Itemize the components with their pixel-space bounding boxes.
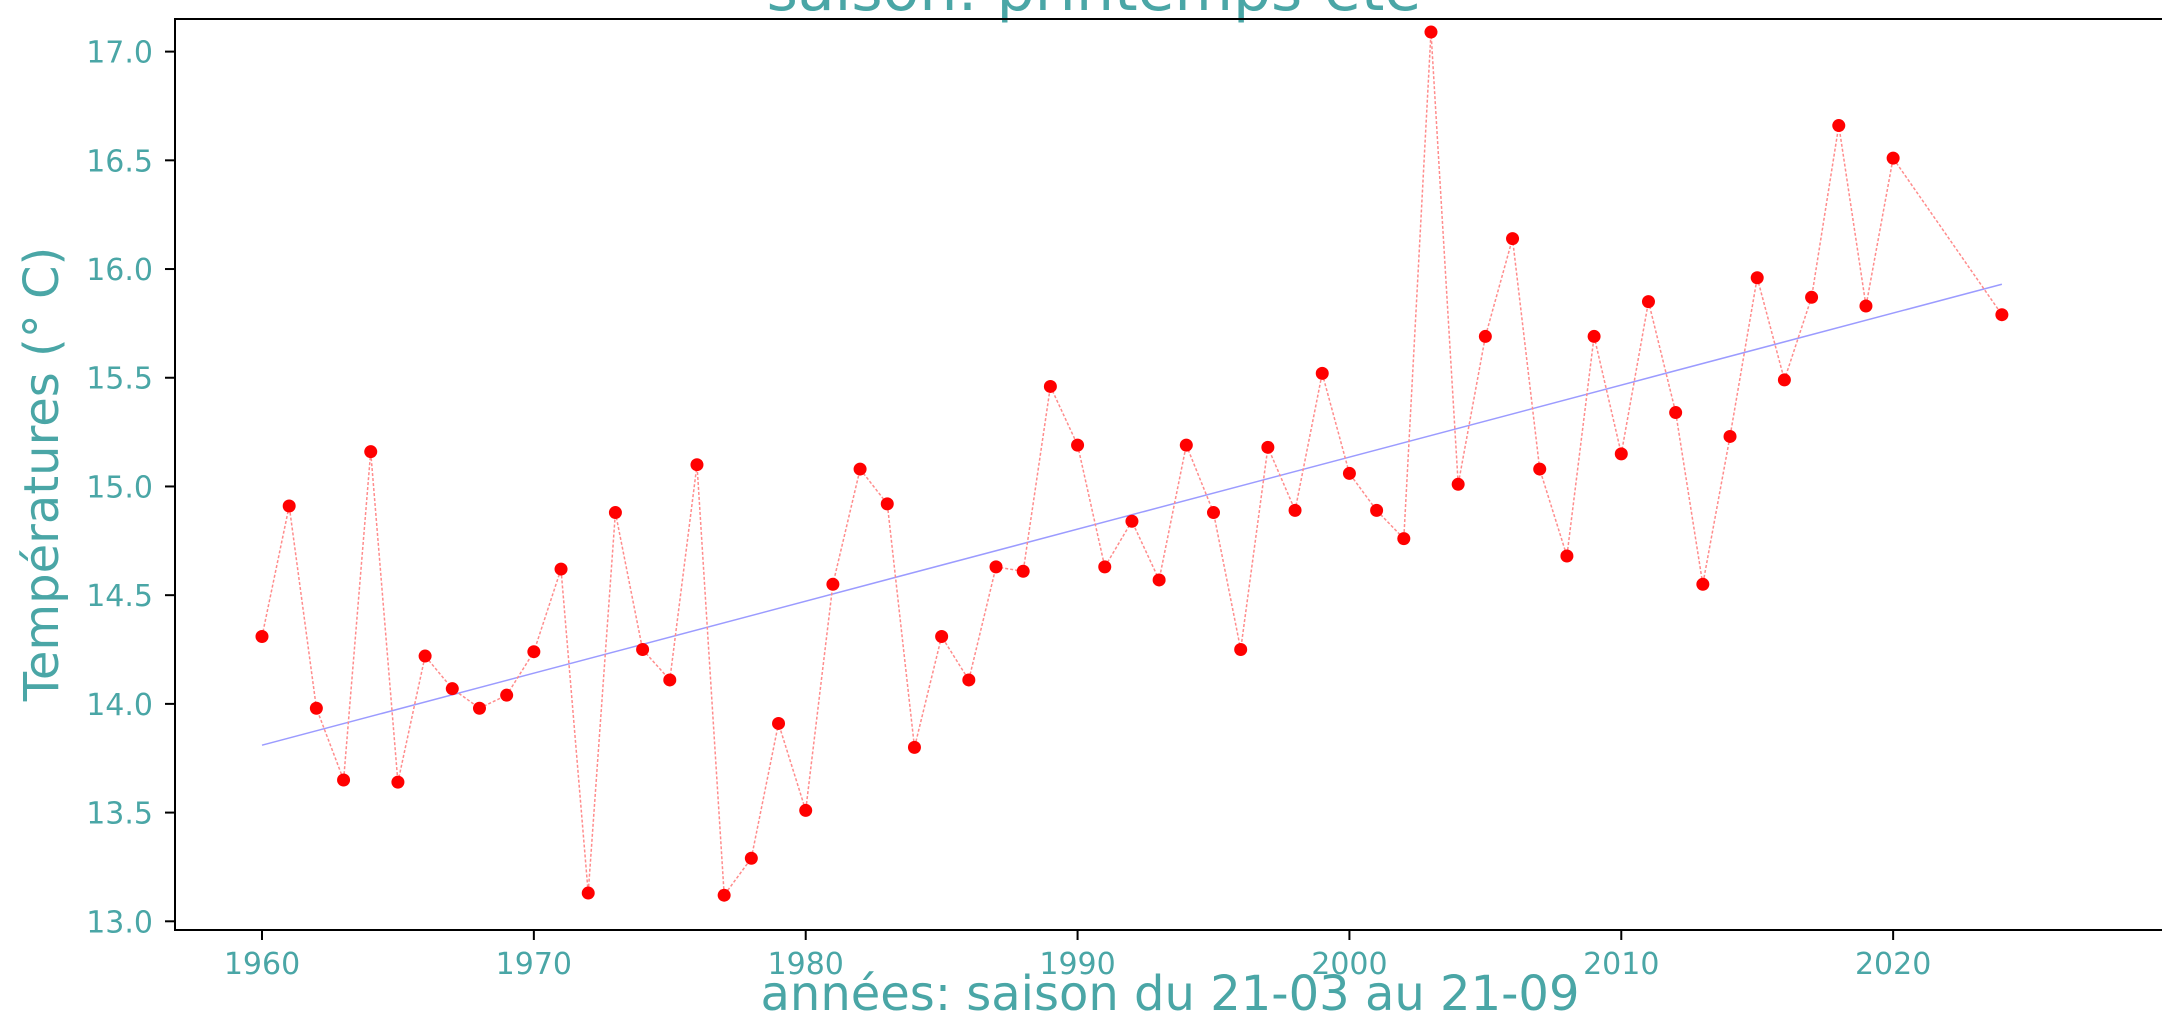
chart-title: saison: printemps-été — [767, 0, 1422, 25]
data-point — [690, 458, 704, 472]
data-point — [989, 560, 1003, 574]
x-tick-label: 1960 — [224, 947, 300, 982]
data-point — [581, 886, 595, 900]
y-tick-label: 16.5 — [86, 144, 153, 179]
y-tick-label: 17.0 — [86, 36, 153, 71]
data-point — [527, 645, 541, 659]
marker-layer — [255, 25, 2009, 902]
data-point — [282, 499, 296, 513]
data-point — [1886, 151, 1900, 165]
y-tick-label: 14.5 — [86, 579, 153, 614]
data-point — [880, 497, 894, 511]
data-point — [744, 851, 758, 865]
data-point — [772, 716, 786, 730]
data-point — [1125, 514, 1139, 528]
data-point — [1098, 560, 1112, 574]
x-tick-label: 2020 — [1855, 947, 1931, 982]
data-point — [445, 682, 459, 696]
data-point — [554, 562, 568, 576]
data-point — [1614, 447, 1628, 461]
data-point — [799, 803, 813, 817]
data-point — [337, 773, 351, 787]
data-point — [1451, 477, 1465, 491]
data-point — [663, 673, 677, 687]
data-point — [1641, 295, 1655, 309]
data-point — [1261, 440, 1275, 454]
y-tick-label: 15.5 — [86, 362, 153, 397]
data-point — [472, 701, 486, 715]
data-point — [1288, 503, 1302, 517]
temperature-series-line — [261, 31, 2003, 898]
y-axis: 13.0 13.5 14.0 14.5 15.0 15.5 16.0 16.5 17.0 — [86, 36, 175, 940]
data-point — [1397, 532, 1411, 546]
data-point — [500, 688, 514, 702]
trend-line — [261, 283, 2003, 746]
data-point — [907, 740, 921, 754]
y-tick-label: 13.0 — [86, 905, 153, 940]
data-point — [1533, 462, 1547, 476]
y-tick-label: 15.0 — [86, 470, 153, 505]
y-tick-label: 13.5 — [86, 797, 153, 832]
data-point — [1071, 438, 1085, 452]
data-point — [309, 701, 323, 715]
plot-area-frame — [174, 18, 2162, 931]
data-point — [391, 775, 405, 789]
data-point — [1424, 25, 1438, 39]
data-point — [1696, 577, 1710, 591]
data-point — [1832, 119, 1846, 133]
data-point — [364, 445, 378, 459]
data-point — [1777, 373, 1791, 387]
data-point — [1043, 379, 1057, 393]
data-point — [935, 629, 949, 643]
data-point — [255, 629, 269, 643]
x-tick-label: 1970 — [496, 947, 572, 982]
data-point — [1370, 503, 1384, 517]
y-axis-label: Températures (° C) — [14, 247, 70, 703]
data-point — [1152, 573, 1166, 587]
data-point — [1478, 329, 1492, 343]
data-point — [826, 577, 840, 591]
data-point — [608, 506, 622, 520]
data-point — [1587, 329, 1601, 343]
trend-layer — [261, 283, 2003, 746]
data-point — [1315, 366, 1329, 380]
y-tick-label: 16.0 — [86, 253, 153, 288]
x-tick-label: 2000 — [1311, 947, 1387, 982]
data-point — [418, 649, 432, 663]
data-point — [1342, 466, 1356, 480]
data-point — [1179, 438, 1193, 452]
y-tick-label: 14.0 — [86, 688, 153, 723]
data-point — [1805, 290, 1819, 304]
data-line-layer — [261, 31, 2003, 898]
data-point — [1560, 549, 1574, 563]
data-point — [962, 673, 976, 687]
data-point — [1995, 308, 2009, 322]
data-point — [1859, 299, 1873, 313]
data-point — [1206, 506, 1220, 520]
data-point — [1506, 232, 1520, 246]
data-point — [853, 462, 867, 476]
x-tick-label: 1990 — [1039, 947, 1115, 982]
x-axis-label: années: saison du 21-03 au 21-09 — [760, 966, 1579, 1022]
data-point — [636, 643, 650, 657]
data-point — [1750, 271, 1764, 285]
data-point — [1234, 643, 1248, 657]
x-tick-label: 2010 — [1583, 947, 1659, 982]
x-tick-label: 1980 — [768, 947, 844, 982]
x-axis: 1960 1970 1980 1990 2000 2010 2020 — [224, 930, 1931, 982]
data-point — [1016, 564, 1030, 578]
data-point — [717, 888, 731, 902]
data-point — [1723, 429, 1737, 443]
data-point — [1669, 406, 1683, 420]
